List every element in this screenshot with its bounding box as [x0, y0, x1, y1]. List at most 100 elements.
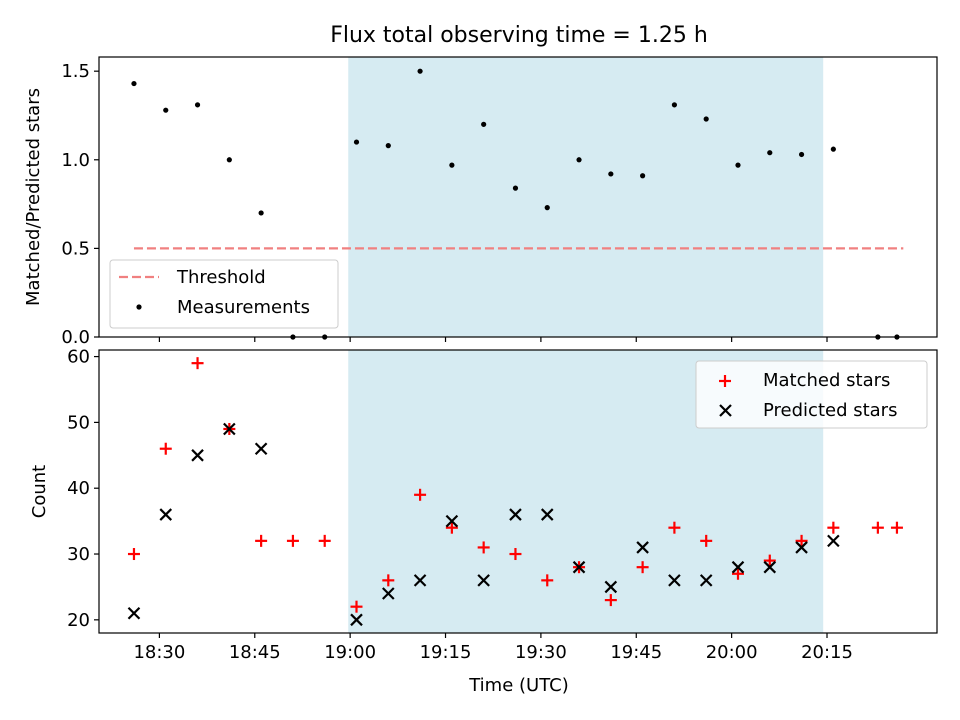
y-tick-label: 50 [67, 412, 90, 433]
measurement-point [385, 143, 391, 149]
measurement-point [481, 121, 487, 127]
measurement-point [449, 162, 455, 168]
count-panel: 18:30 18:45 19:00 19:15 19:30 19:45 20:00 20:15… [29, 347, 938, 663]
count-y-label: Count [29, 465, 50, 518]
predicted-star-point [350, 613, 363, 627]
predicted-star-point [477, 574, 490, 587]
measurement-point [258, 210, 264, 216]
predicted-star-point [636, 541, 649, 554]
x-axis-label: Time (UTC) [468, 675, 569, 696]
matched-star-point [700, 534, 713, 547]
x-tick-label: 20:00 [706, 642, 758, 663]
legend-matched-label: Matched stars [763, 370, 890, 391]
legend-matched-swatch [719, 375, 731, 387]
matched-star-point [445, 521, 458, 534]
matched-star-point [668, 521, 681, 534]
legend-predicted-swatch [719, 404, 732, 417]
predicted-star-point [254, 442, 268, 455]
measurement-point [798, 151, 805, 158]
matched-star-point [604, 594, 617, 607]
measurement-point [131, 80, 137, 87]
x-tick-label: 18:30 [133, 642, 185, 663]
matched-star-point [731, 567, 744, 580]
x-tick-label: 19:15 [420, 642, 472, 663]
y-tick-label: 0.5 [61, 238, 90, 259]
x-tick-label: 18:45 [229, 642, 281, 663]
ratio-panel: 0.0 0.5 1.0 1.5 Matched/Predicted stars Thr… [23, 56, 938, 348]
predicted-star-point [763, 560, 777, 574]
matched-star-point [318, 534, 331, 547]
x-tick-label: 19:45 [610, 642, 662, 663]
matched-star-point [414, 488, 427, 501]
predicted-star-point [572, 560, 586, 574]
matched-star-point [795, 534, 808, 547]
measurement-point [735, 162, 741, 168]
x-tick-label: 19:30 [515, 642, 567, 663]
predicted-star-point [731, 560, 745, 574]
matched-star-point [763, 554, 776, 567]
legend-measurements-label: Measurements [177, 297, 310, 318]
predicted-star-point [445, 514, 459, 528]
legend-measurements-swatch [136, 304, 142, 310]
y-tick-label: 0.0 [61, 327, 90, 348]
measurement-point [353, 139, 360, 145]
measurement-point [576, 157, 582, 163]
ratio-legend: Threshold Measurements [109, 259, 339, 329]
predicted-star-point [668, 574, 681, 587]
matched-star-point [350, 600, 363, 613]
matched-star-point [255, 534, 268, 547]
measurement-point [544, 205, 550, 211]
count-legend: Matched stars Predicted stars [695, 360, 928, 429]
measurement-point [512, 185, 519, 191]
matched-star-point [127, 548, 140, 561]
matched-star-point [827, 521, 840, 534]
matched-star-point [636, 561, 649, 574]
x-tick-label: 20:15 [801, 642, 853, 663]
measurement-point [608, 171, 614, 177]
y-tick-label: 40 [67, 478, 90, 499]
measurement-point [194, 102, 201, 108]
predicted-star-point [191, 449, 204, 462]
measurement-point [163, 107, 169, 113]
predicted-star-point [604, 580, 618, 594]
y-tick-label: 60 [67, 347, 90, 368]
legend-threshold-label: Threshold [176, 267, 266, 288]
measurement-point [417, 68, 423, 74]
y-tick-label: 1.5 [61, 61, 90, 82]
matched-star-point [191, 357, 204, 370]
predicted-star-point [699, 574, 713, 587]
ratio-axis-ticks: 0.0 0.5 1.0 1.5 [61, 61, 828, 348]
count-axis-ticks: 18:30 18:45 19:00 19:15 19:30 19:45 20:00 20:15… [67, 347, 853, 663]
legend-predicted-label: Predicted stars [763, 400, 897, 421]
y-tick-label: 20 [67, 610, 90, 631]
predicted-star-point [159, 508, 173, 521]
measurement-points [131, 68, 900, 340]
matched-star-point [477, 541, 490, 554]
matched-star-point [890, 521, 903, 534]
count-axes-frame [98, 349, 938, 634]
predicted-star-point [795, 541, 808, 554]
measurement-point [703, 116, 709, 122]
predicted-star-point [382, 587, 395, 600]
chart-title: Flux total observing time = 1.25 h [330, 23, 708, 48]
measurement-point [226, 157, 232, 163]
measurement-point [640, 173, 646, 179]
ratio-axes-frame [98, 56, 938, 338]
matched-star-point [509, 548, 522, 561]
predicted-star-point [223, 422, 236, 436]
matched-star-point [871, 521, 884, 534]
matched-star-point [382, 574, 395, 587]
measurement-point [767, 150, 773, 156]
matched-star-point [541, 574, 554, 587]
y-tick-label: 30 [67, 544, 90, 565]
observing-span-top [348, 57, 824, 337]
predicted-star-point [540, 508, 554, 521]
predicted-star-points [127, 422, 840, 627]
matched-star-point [159, 442, 172, 455]
y-tick-label: 1.0 [61, 150, 90, 171]
predicted-star-point [509, 508, 522, 521]
predicted-star-point [827, 534, 840, 548]
x-tick-label: 19:00 [324, 642, 376, 663]
matched-star-point [286, 534, 299, 547]
